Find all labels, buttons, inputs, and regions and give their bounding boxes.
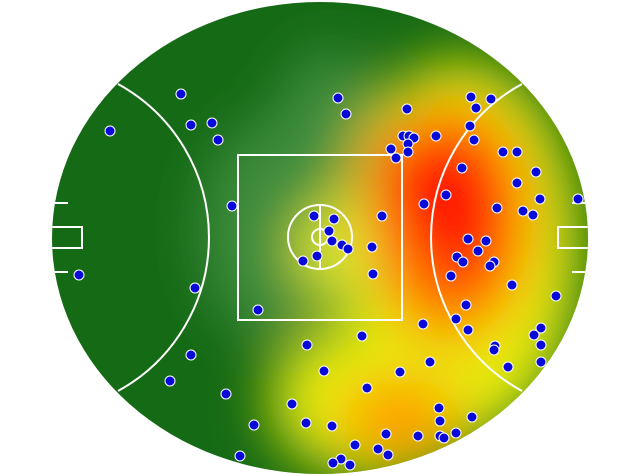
point (491, 202, 503, 214)
point (462, 233, 474, 245)
point (511, 177, 523, 189)
point (434, 415, 446, 427)
point (311, 250, 323, 262)
point (485, 93, 497, 105)
point (450, 313, 462, 325)
point (440, 189, 452, 201)
point (484, 260, 496, 272)
point (506, 279, 518, 291)
point (528, 329, 540, 341)
point (470, 102, 482, 114)
point (511, 146, 523, 158)
point (527, 209, 539, 221)
point (433, 402, 445, 414)
point (248, 419, 260, 431)
point (300, 417, 312, 429)
point (535, 339, 547, 351)
point (382, 449, 394, 461)
points (73, 88, 584, 471)
point (417, 318, 429, 330)
point (301, 339, 313, 351)
point (472, 245, 484, 257)
point (572, 193, 584, 205)
point (252, 304, 264, 316)
point (385, 143, 397, 155)
point (361, 382, 373, 394)
point (297, 255, 309, 267)
point (535, 322, 547, 334)
point (356, 330, 368, 342)
point (318, 365, 330, 377)
point (220, 388, 232, 400)
point (366, 241, 378, 253)
point (418, 198, 430, 210)
point (372, 443, 384, 455)
point (349, 439, 361, 451)
point (457, 256, 469, 268)
point (394, 366, 406, 378)
point (340, 108, 352, 120)
point (323, 225, 335, 237)
point (185, 349, 197, 361)
point (465, 91, 477, 103)
point (517, 205, 529, 217)
point (380, 428, 392, 440)
point (502, 361, 514, 373)
point (445, 270, 457, 282)
point (430, 130, 442, 142)
point (480, 235, 492, 247)
point (326, 235, 338, 247)
point (367, 268, 379, 280)
point (390, 152, 402, 164)
point (376, 210, 388, 222)
point (326, 420, 338, 432)
point (342, 243, 354, 255)
point (308, 210, 320, 222)
point (450, 427, 462, 439)
point (185, 119, 197, 131)
point (456, 162, 468, 174)
point (424, 356, 436, 368)
point (73, 269, 85, 281)
point (164, 375, 176, 387)
point (535, 356, 547, 368)
point (206, 117, 218, 129)
point (466, 411, 478, 423)
point (402, 146, 414, 158)
point (212, 134, 224, 146)
point (464, 120, 476, 132)
point (189, 282, 201, 294)
point (286, 398, 298, 410)
point (412, 430, 424, 442)
point (497, 146, 509, 158)
point (534, 193, 546, 205)
point (104, 125, 116, 137)
point (332, 92, 344, 104)
point (488, 344, 500, 356)
point (328, 213, 340, 225)
point (530, 166, 542, 178)
point (234, 450, 246, 462)
point (175, 88, 187, 100)
point (550, 290, 562, 302)
point (462, 324, 474, 336)
point (226, 200, 238, 212)
point (468, 134, 480, 146)
point (327, 457, 339, 469)
point (438, 432, 450, 444)
point (344, 459, 356, 471)
point (460, 299, 472, 311)
point (401, 103, 413, 115)
